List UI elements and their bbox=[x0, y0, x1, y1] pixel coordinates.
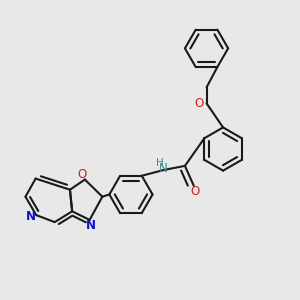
Text: N: N bbox=[159, 162, 168, 175]
Text: O: O bbox=[191, 185, 200, 198]
Text: O: O bbox=[194, 97, 203, 110]
Text: N: N bbox=[85, 219, 96, 232]
Text: N: N bbox=[26, 210, 36, 223]
Text: H: H bbox=[156, 158, 164, 168]
Text: O: O bbox=[78, 168, 87, 181]
